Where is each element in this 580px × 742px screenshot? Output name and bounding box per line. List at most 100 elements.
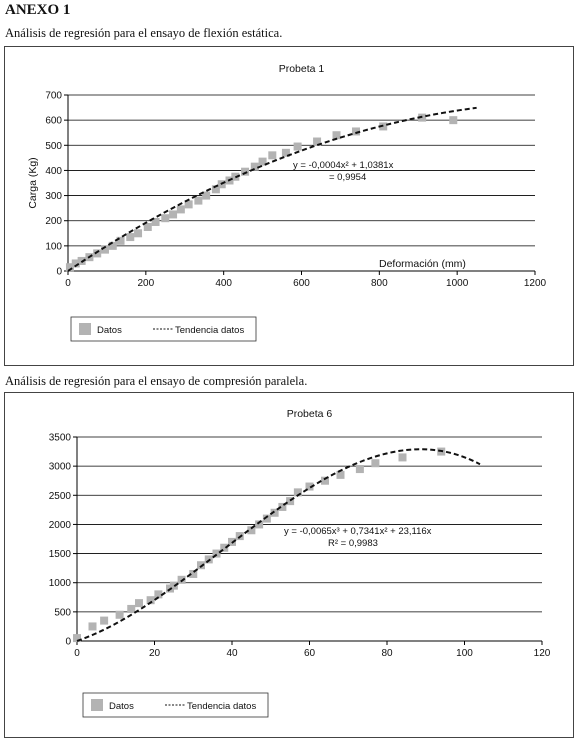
data-point <box>313 137 322 146</box>
data-point <box>65 263 74 272</box>
data-point <box>134 229 143 238</box>
data-point <box>169 210 178 219</box>
legend-marker-datos <box>91 699 103 711</box>
data-point <box>449 116 458 125</box>
x-tick-label: 20 <box>149 648 161 659</box>
data-point <box>100 616 109 625</box>
caption-compresion: Análisis de regresión para el ensayo de … <box>5 374 308 388</box>
data-point <box>189 569 198 578</box>
data-point <box>71 259 80 268</box>
data-point <box>197 561 205 570</box>
legend: Datos Tendencia datos <box>82 692 269 718</box>
y-tick-label: 2000 <box>49 520 72 531</box>
y-tick-label: 2500 <box>49 491 72 502</box>
data-point <box>184 200 193 209</box>
x-tick-label: 400 <box>215 278 232 289</box>
legend: Datos Tendencia datos <box>70 316 257 342</box>
chart-1-svg: Probeta 1 0 100 200 300 400 500 600 700 0 200 400 60… <box>27 63 547 342</box>
y-tick-label: 3000 <box>49 462 72 473</box>
trend-equation: y = -0,0065x³ + 0,7341x² + 23,116x <box>284 526 432 537</box>
x-tick-label: 100 <box>456 648 473 659</box>
r-squared-label: = 0,9954 <box>329 172 366 183</box>
data-point <box>88 622 97 631</box>
data-point <box>202 191 211 200</box>
data-point <box>286 497 295 506</box>
x-tick-label: 200 <box>137 278 154 289</box>
trend-line <box>67 106 477 272</box>
data-point <box>116 236 125 245</box>
legend-marker-datos <box>79 323 91 335</box>
data-point <box>220 543 229 552</box>
y-tick-label: 200 <box>45 216 62 227</box>
y-tick-label: 300 <box>45 191 62 202</box>
data-point <box>127 604 136 613</box>
legend-label-tendencia: Tendencia datos <box>187 701 256 712</box>
data-point <box>212 549 221 558</box>
x-tick-label: 80 <box>381 648 393 659</box>
x-tick-label: 0 <box>65 278 71 289</box>
data-point <box>73 634 81 643</box>
data-point <box>305 482 314 491</box>
data-point <box>270 508 279 517</box>
y-tick-label: 500 <box>45 141 62 152</box>
data-point <box>93 249 102 258</box>
data-point <box>135 599 143 608</box>
data-point <box>211 185 220 194</box>
chart-title: Probeta 1 <box>279 63 325 75</box>
data-point <box>154 590 163 599</box>
data-point <box>255 520 264 529</box>
chart-probeta-1: Probeta 1 0 100 200 300 400 500 600 700 0 200 400 60… <box>4 46 574 366</box>
y-tick-label: 0 <box>65 637 71 648</box>
legend-label-datos: Datos <box>109 701 134 712</box>
y-tick-label: 400 <box>45 166 62 177</box>
data-point <box>258 157 267 166</box>
x-tick-label: 800 <box>371 278 388 289</box>
chart-probeta-6: Probeta 6 0 500 1000 1500 2000 2500 3000 3500 0 20… <box>4 392 574 738</box>
y-tick-label: 700 <box>45 91 62 102</box>
x-tick-label: 0 <box>74 648 80 659</box>
y-tick-label: 600 <box>45 116 62 127</box>
data-point <box>161 214 170 223</box>
data-point <box>151 217 160 226</box>
data-point <box>250 162 259 171</box>
y-tick-label: 100 <box>45 241 62 252</box>
data-point <box>100 245 109 254</box>
data-point <box>278 502 287 511</box>
data-point <box>176 205 185 214</box>
y-tick-label: 1000 <box>49 578 72 589</box>
data-point <box>321 476 329 485</box>
x-tick-label: 1000 <box>446 278 469 289</box>
data-point <box>194 196 203 205</box>
data-point <box>268 151 277 160</box>
trend-line <box>76 448 481 642</box>
legend-label-datos: Datos <box>97 325 122 336</box>
data-point <box>108 241 117 250</box>
chart-2-svg: Probeta 6 0 500 1000 1500 2000 2500 3000 3500 0 20… <box>49 408 551 718</box>
data-point <box>355 465 364 474</box>
x-tick-label: 40 <box>226 648 238 659</box>
data-point <box>293 488 302 497</box>
data-point <box>146 596 155 605</box>
y-axis-label: Carga (Kg) <box>27 157 39 208</box>
x-tick-label: 1200 <box>524 278 547 289</box>
data-point <box>293 142 302 151</box>
chart-title: Probeta 6 <box>287 408 333 420</box>
data-point <box>371 459 380 468</box>
data-point <box>143 223 152 231</box>
caption-flexion: Análisis de regresión para el ensayo de … <box>5 26 283 40</box>
trend-equation: y = -0,0004x² + 1,0381x <box>293 160 394 171</box>
r-squared-label: R² = 0,9983 <box>328 538 378 549</box>
data-point <box>115 610 124 619</box>
data-point <box>247 526 256 535</box>
data-point <box>336 470 345 479</box>
y-tick-label: 1500 <box>49 549 72 560</box>
data-point <box>262 514 271 523</box>
x-tick-label: 120 <box>534 648 551 659</box>
x-axis-label: Deformación (mm) <box>379 258 466 270</box>
y-tick-label: 0 <box>56 267 62 278</box>
data-point <box>126 233 135 242</box>
annex-title: ANEXO 1 <box>5 2 71 18</box>
x-tick-label: 60 <box>304 648 316 659</box>
data-point <box>398 453 407 462</box>
legend-label-tendencia: Tendencia datos <box>175 325 244 336</box>
